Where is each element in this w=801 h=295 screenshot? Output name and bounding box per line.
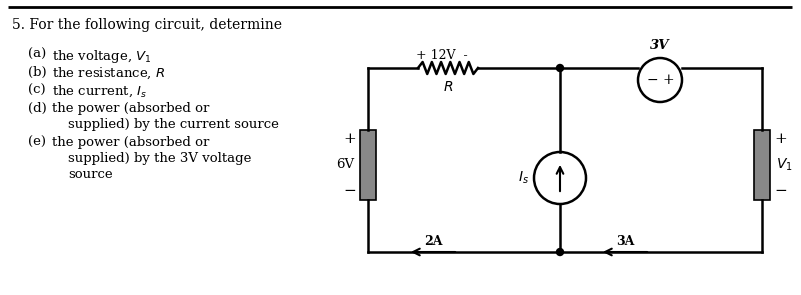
Text: supplied) by the 3V voltage: supplied) by the 3V voltage <box>68 152 252 165</box>
Text: + 12V  -: + 12V - <box>416 49 468 62</box>
Text: 3A: 3A <box>616 235 634 248</box>
Text: the voltage, $V_1$: the voltage, $V_1$ <box>52 48 151 65</box>
Text: (a): (a) <box>28 48 46 61</box>
Circle shape <box>557 248 563 255</box>
Text: 6V: 6V <box>336 158 354 171</box>
Text: −: − <box>344 184 356 198</box>
Text: 3V: 3V <box>650 39 670 52</box>
Text: (b): (b) <box>28 66 46 79</box>
Text: 2A: 2A <box>424 235 442 248</box>
Text: the resistance, $R$: the resistance, $R$ <box>52 66 165 81</box>
Text: (d): (d) <box>28 102 46 115</box>
Text: $V_1$: $V_1$ <box>776 157 793 173</box>
Text: (c): (c) <box>28 84 46 97</box>
Bar <box>754 130 770 200</box>
Text: 5. For the following circuit, determine: 5. For the following circuit, determine <box>12 18 282 32</box>
Text: source: source <box>68 168 113 181</box>
Text: +: + <box>662 73 674 87</box>
Text: $R$: $R$ <box>443 80 453 94</box>
Bar <box>360 130 376 200</box>
Text: (e): (e) <box>28 136 46 149</box>
Text: supplied) by the current source: supplied) by the current source <box>68 118 279 131</box>
Text: the power (absorbed or: the power (absorbed or <box>52 102 209 115</box>
Circle shape <box>557 65 563 71</box>
Text: the current, $I_s$: the current, $I_s$ <box>52 84 147 99</box>
Text: +: + <box>344 132 356 146</box>
Text: −: − <box>774 184 787 198</box>
Text: $I_s$: $I_s$ <box>518 170 529 186</box>
Text: the power (absorbed or: the power (absorbed or <box>52 136 209 149</box>
Text: +: + <box>774 132 787 146</box>
Text: −: − <box>646 73 658 87</box>
